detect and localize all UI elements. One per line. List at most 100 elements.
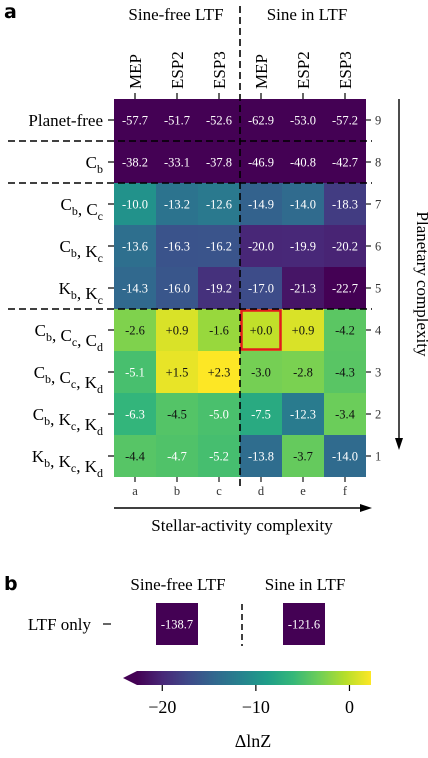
cell-value-label: -33.1 <box>164 156 190 170</box>
heatmap-cell <box>114 435 156 477</box>
cell-value-label: -17.0 <box>248 282 274 296</box>
row-number: 5 <box>375 282 381 296</box>
colorbar-tick-label: −10 <box>242 697 270 717</box>
cell-value-label: -51.7 <box>164 114 190 128</box>
cell-value-label: -5.2 <box>209 450 229 464</box>
cell-value-label: -62.9 <box>248 114 274 128</box>
cell-value-label: -42.7 <box>332 156 358 170</box>
cell-value-label: -14.9 <box>248 198 274 212</box>
column-label: ESP2 <box>294 51 313 89</box>
cell-value-label: -13.8 <box>248 450 274 464</box>
heatmap-cell <box>324 435 366 477</box>
heatmap-cell <box>324 183 366 225</box>
panel-b-cell-label: -121.6 <box>288 618 320 632</box>
colorbar <box>137 671 371 685</box>
cell-value-label: -3.4 <box>335 408 356 422</box>
heatmap-cell <box>282 267 324 309</box>
row-label: Cb <box>86 153 103 176</box>
row-label: Cb, Cc <box>60 195 103 223</box>
row-label: Planet-free <box>28 111 103 130</box>
panel-label-a: a <box>4 1 17 23</box>
heatmap-cell <box>240 225 282 267</box>
column-letter: f <box>343 484 348 498</box>
cell-value-label: -2.6 <box>125 324 145 338</box>
heatmap-cell <box>282 435 324 477</box>
heatmap-cell <box>240 141 282 183</box>
heatmap-cell <box>282 225 324 267</box>
row-number: 3 <box>375 366 381 380</box>
heatmap-cell <box>324 141 366 183</box>
row-number: 9 <box>375 114 381 128</box>
heatmap-cell <box>324 309 366 351</box>
heatmap-cell <box>324 267 366 309</box>
heatmap-cell <box>282 393 324 435</box>
cell-value-label: -3.7 <box>293 450 313 464</box>
colorbar-tick-label: 0 <box>345 697 354 717</box>
cell-value-label: -4.5 <box>167 408 187 422</box>
cell-value-label: -40.8 <box>290 156 316 170</box>
cell-value-label: +0.9 <box>166 324 189 338</box>
heatmap-cell <box>198 183 240 225</box>
heatmap-cell <box>114 351 156 393</box>
heatmap-cell <box>324 99 366 141</box>
heatmap-cell <box>282 183 324 225</box>
cell-value-label: -19.9 <box>290 240 316 254</box>
cell-value-label: -14.0 <box>332 450 358 464</box>
cell-value-label: -57.7 <box>122 114 148 128</box>
heatmap-cell <box>114 267 156 309</box>
heatmap-cell <box>156 225 198 267</box>
cell-value-label: -7.5 <box>251 408 271 422</box>
heatmap-cell <box>282 351 324 393</box>
column-label: MEP <box>252 54 271 89</box>
cell-value-label: +0.0 <box>250 324 273 338</box>
heatmap-cell <box>156 309 198 351</box>
cell-value-label: -1.6 <box>209 324 229 338</box>
heatmap-cell <box>156 351 198 393</box>
column-letter: e <box>300 484 306 498</box>
colorbar-extend-triangle <box>123 671 137 685</box>
column-letter: c <box>216 484 222 498</box>
heatmap-cell <box>240 351 282 393</box>
heatmap-cell <box>114 99 156 141</box>
row-label: Kb, Kc, Kd <box>32 447 103 480</box>
group-label-sine-in: Sine in LTF <box>267 5 348 24</box>
panel-label-b: b <box>4 573 18 595</box>
cell-value-label: -37.8 <box>206 156 232 170</box>
cell-value-label: -20.2 <box>332 240 358 254</box>
b-group-label-sine-free: Sine-free LTF <box>130 575 225 594</box>
cell-value-label: -5.1 <box>125 366 145 380</box>
column-letter: a <box>132 484 138 498</box>
panel-b-cell-label: -138.7 <box>161 618 193 632</box>
cell-value-label: -52.6 <box>206 114 232 128</box>
cell-value-label: -20.0 <box>248 240 274 254</box>
row-number: 8 <box>375 156 381 170</box>
cell-value-label: -4.4 <box>125 450 146 464</box>
cell-value-label: -14.3 <box>122 282 148 296</box>
cell-value-label: -38.2 <box>122 156 148 170</box>
row-label: Cb, Kc, Kd <box>33 405 103 438</box>
column-letter: d <box>258 484 265 498</box>
heatmap-cell <box>114 309 156 351</box>
heatmap-cell <box>114 225 156 267</box>
column-label: MEP <box>126 54 145 89</box>
cell-value-label: -10.0 <box>122 198 148 212</box>
heatmap-cell <box>240 267 282 309</box>
cell-value-label: -13.2 <box>164 198 190 212</box>
row-number: 2 <box>375 408 381 422</box>
row-label: Cb, Cc, Cd <box>35 321 103 354</box>
cell-value-label: -57.2 <box>332 114 358 128</box>
heatmap-cell <box>156 435 198 477</box>
heatmap-cell <box>198 141 240 183</box>
heatmap-cell <box>156 141 198 183</box>
highlighted-cell-outline <box>240 309 282 351</box>
cell-value-label: -4.7 <box>167 450 187 464</box>
x-axis-title: Stellar-activity complexity <box>151 516 333 535</box>
heatmap-cell <box>198 99 240 141</box>
colorbar-label: ΔlnZ <box>235 731 272 751</box>
cell-value-label: -14.0 <box>290 198 316 212</box>
heatmap-cell <box>240 393 282 435</box>
column-letter: b <box>174 484 180 498</box>
column-label: ESP3 <box>336 51 355 89</box>
heatmap-cell <box>198 393 240 435</box>
x-axis-arrowhead <box>360 504 372 512</box>
